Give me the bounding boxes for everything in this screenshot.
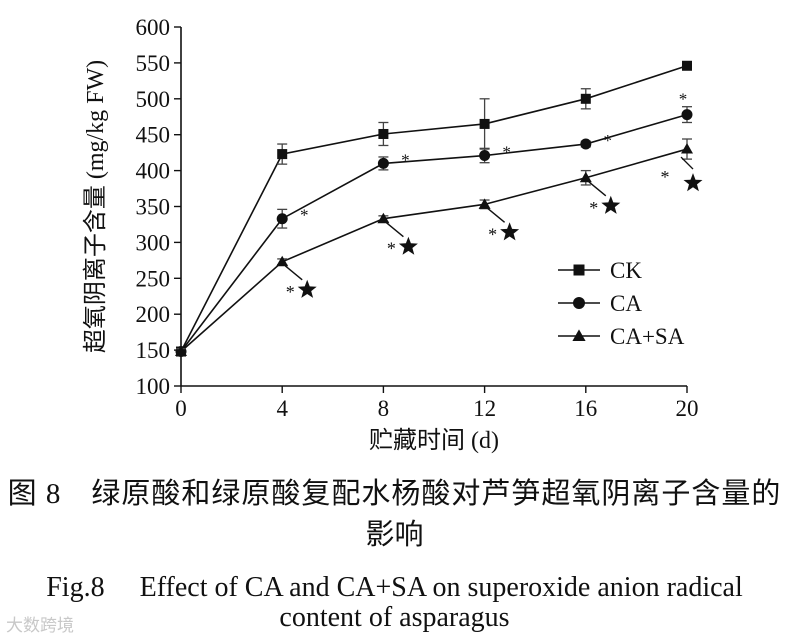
data-point [277,149,288,160]
caption-cn-line1: 图 8 绿原酸和绿原酸复配水杨酸对芦笋超氧阴离子含量的 [7,478,782,510]
data-point [580,138,592,150]
data-point [478,198,491,209]
y-tick-label: 100 [136,374,171,399]
significance-star [601,195,621,214]
annotation-leader [588,181,607,197]
annotation-leader [385,222,404,238]
data-point [479,118,490,129]
series-layer: * * * * * * * * * * [175,60,703,358]
annotation-leader [487,207,506,223]
y-axis-label: 超氧阴离子含量 (mg/kg FW) [82,60,109,353]
legend-marker [572,329,586,341]
chart: 100 150 200 250 300 350 400 450 500 550 600 0 4 8 12 16… [82,15,703,454]
y-tick-label: 550 [136,51,171,76]
y-tick-label: 150 [136,338,171,363]
legend-marker [573,264,585,276]
series-line [180,65,688,352]
data-point [681,109,693,121]
significance-star [297,279,317,298]
significance-star [500,222,520,241]
significance-asterisk: * [300,206,309,225]
y-tick-label: 300 [136,230,171,255]
legend-item-ca-sa: CA+SA [558,324,685,349]
series-line [180,148,688,353]
legend-item-ck: CK [558,258,642,283]
significance-asterisk: * [661,167,670,187]
data-point [378,128,389,139]
data-point [175,345,187,357]
significance-star [683,173,703,192]
data-point [377,157,389,169]
significance-asterisk: * [679,90,688,109]
watermark: 大数跨境 [6,616,74,636]
caption-cn-line2: 影响 [365,519,424,551]
axes: 100 150 200 250 300 350 400 450 500 550 600 0 4 8 12 16… [82,15,699,454]
x-tick-label: 20 [676,396,699,421]
x-tick-label: 8 [378,396,390,421]
legend-label: CK [610,258,642,283]
y-tick-label: 350 [136,195,171,220]
data-point [579,171,592,183]
legend-label: CA [610,291,642,316]
legend-marker [573,297,585,309]
legend: CK CA CA+SA [558,258,685,349]
y-tick-label: 400 [136,159,171,184]
series-line [180,113,688,353]
significance-asterisk: * [502,143,511,162]
data-point [276,255,289,267]
significance-asterisk: * [589,198,598,218]
significance-asterisk: * [488,224,497,244]
annotation-leader [680,156,694,170]
data-point [681,143,693,154]
x-tick-label: 4 [276,396,288,421]
annotation-leader [284,265,303,281]
caption-en-line1: Fig.8 Effect of CA and CA+SA on superoxi… [46,572,743,603]
x-axis-label: 贮藏时间 (d) [369,427,499,454]
significance-asterisk: * [286,282,295,302]
significance-asterisk: * [387,239,396,259]
data-point [682,60,692,71]
caption-en-line2: content of asparagus [279,602,510,633]
data-point [276,213,288,225]
y-tick-label: 450 [136,123,171,148]
significance-star [398,236,418,255]
y-tick-label: 500 [136,87,171,112]
y-tick-label: 200 [136,302,171,327]
data-point [479,150,491,162]
x-tick-label: 0 [175,396,187,421]
x-tick-label: 12 [473,396,496,421]
legend-label: CA+SA [610,324,685,349]
x-tick-label: 16 [574,396,597,421]
y-tick-label: 250 [136,266,171,291]
legend-item-ca: CA [558,291,642,316]
significance-asterisk: * [604,131,613,150]
y-tick-label: 600 [136,15,171,40]
significance-asterisk: * [401,150,410,169]
data-point [580,93,591,104]
series-ca-sa: * * * * * [175,138,703,357]
data-point [377,212,390,224]
